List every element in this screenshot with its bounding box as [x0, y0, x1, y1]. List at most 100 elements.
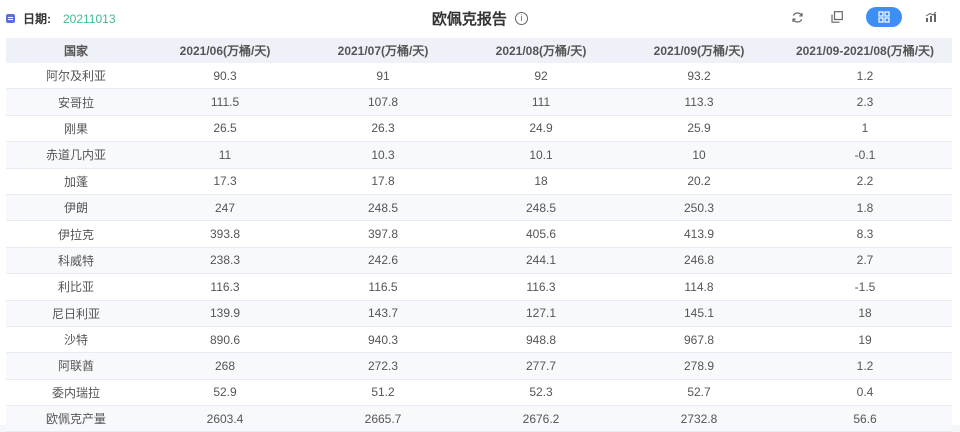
table-row: 伊朗 247 248.5 248.5 250.3 1.8 [6, 194, 952, 222]
country-cell: 刚果 [6, 115, 146, 143]
country-cell: 欧佩克产量 [6, 405, 146, 432]
calendar-icon [6, 14, 15, 23]
column-header[interactable]: 2021/09(万桶/天) [620, 38, 778, 63]
value-cell: 1 [778, 115, 952, 143]
value-cell: 90.3 [146, 63, 304, 90]
value-cell: 25.9 [620, 115, 778, 143]
country-cell: 委内瑞拉 [6, 379, 146, 407]
grid-view-button[interactable] [866, 7, 902, 27]
value-cell: 393.8 [146, 220, 304, 248]
country-cell: 利比亚 [6, 273, 146, 301]
value-cell: 272.3 [304, 352, 462, 380]
column-header[interactable]: 国家 [6, 38, 146, 63]
value-cell: 116.3 [146, 273, 304, 301]
copy-icon [831, 11, 843, 23]
table-row: 利比亚 116.3 116.5 116.3 114.8 -1.5 [6, 273, 952, 301]
country-cell: 安哥拉 [6, 88, 146, 116]
value-cell: 51.2 [304, 379, 462, 407]
value-cell: 52.3 [462, 379, 620, 407]
table-row: 科威特 238.3 242.6 244.1 246.8 2.7 [6, 247, 952, 275]
value-cell: 116.3 [462, 273, 620, 301]
value-cell: 246.8 [620, 247, 778, 275]
value-cell: 1.8 [778, 194, 952, 222]
table-row: 阿联酋 268 272.3 277.7 278.9 1.2 [6, 352, 952, 380]
value-cell: 116.5 [304, 273, 462, 301]
chart-view-button[interactable] [920, 7, 942, 27]
value-cell: 244.1 [462, 247, 620, 275]
grid-view-icon [878, 11, 890, 23]
value-cell: 10.3 [304, 141, 462, 169]
table-row: 阿尔及利亚 90.3 91 92 93.2 1.2 [6, 63, 952, 90]
value-cell: 8.3 [778, 220, 952, 248]
value-cell: 0.4 [778, 379, 952, 407]
value-cell: 52.9 [146, 379, 304, 407]
table-row: 安哥拉 111.5 107.8 111 113.3 2.3 [6, 88, 952, 116]
value-cell: 111.5 [146, 88, 304, 116]
value-cell: 247 [146, 194, 304, 222]
value-cell: 248.5 [304, 194, 462, 222]
date-value[interactable]: 20211013 [63, 11, 116, 26]
value-cell: 145.1 [620, 300, 778, 327]
value-cell: 17.8 [304, 168, 462, 195]
value-cell: 107.8 [304, 88, 462, 116]
value-cell: 139.9 [146, 300, 304, 327]
table-row: 委内瑞拉 52.9 51.2 52.3 52.7 0.4 [6, 379, 952, 407]
country-cell: 尼日利亚 [6, 300, 146, 327]
copy-button[interactable] [826, 7, 848, 27]
value-cell: 18 [462, 168, 620, 195]
value-cell: 238.3 [146, 247, 304, 275]
table-row: 赤道几内亚 11 10.3 10.1 10 -0.1 [6, 141, 952, 169]
value-cell: 52.7 [620, 379, 778, 407]
column-header[interactable]: 2021/08(万桶/天) [462, 38, 620, 63]
value-cell: 405.6 [462, 220, 620, 248]
report-table-container: 国家 2021/06(万桶/天) 2021/07(万桶/天) 2021/08(万桶/天… [6, 38, 952, 432]
country-cell: 阿尔及利亚 [6, 63, 146, 90]
value-cell: 91 [304, 63, 462, 90]
value-cell: 278.9 [620, 352, 778, 380]
column-header[interactable]: 2021/06(万桶/天) [146, 38, 304, 63]
table-row: 加蓬 17.3 17.8 18 20.2 2.2 [6, 168, 952, 195]
value-cell: 127.1 [462, 300, 620, 327]
value-cell: 11 [146, 141, 304, 169]
table-row: 沙特 890.6 940.3 948.8 967.8 19 [6, 326, 952, 354]
value-cell: 890.6 [146, 326, 304, 354]
value-cell: 1.2 [778, 352, 952, 380]
page-title: 欧佩克报告 [431, 11, 507, 28]
value-cell: 2676.2 [462, 405, 620, 432]
country-cell: 伊朗 [6, 194, 146, 222]
table-row: 伊拉克 393.8 397.8 405.6 413.9 8.3 [6, 220, 952, 248]
value-cell: 56.6 [778, 405, 952, 432]
value-cell: 26.3 [304, 115, 462, 143]
value-cell: 20.2 [620, 168, 778, 195]
table-row: 刚果 26.5 26.3 24.9 25.9 1 [6, 115, 952, 143]
value-cell: 2603.4 [146, 405, 304, 432]
value-cell: 26.5 [146, 115, 304, 143]
country-cell: 伊拉克 [6, 220, 146, 248]
value-cell: 242.6 [304, 247, 462, 275]
table-row: 欧佩克产量 2603.4 2665.7 2676.2 2732.8 56.6 [6, 405, 952, 432]
value-cell: 2.7 [778, 247, 952, 275]
value-cell: 967.8 [620, 326, 778, 354]
value-cell: -1.5 [778, 273, 952, 301]
column-header[interactable]: 2021/09-2021/08(万桶/天) [778, 38, 952, 63]
value-cell: 250.3 [620, 194, 778, 222]
report-header: 日期: 20211013 欧佩克报告 i [0, 0, 960, 36]
country-cell: 赤道几内亚 [6, 141, 146, 169]
info-icon[interactable]: i [515, 12, 529, 25]
date-section: 日期: 20211013 [6, 10, 116, 27]
table-header-row: 国家 2021/06(万桶/天) 2021/07(万桶/天) 2021/08(万桶/天… [6, 38, 952, 63]
value-cell: 113.3 [620, 88, 778, 116]
value-cell: 18 [778, 300, 952, 327]
value-cell: -0.1 [778, 141, 952, 169]
value-cell: 940.3 [304, 326, 462, 354]
country-cell: 科威特 [6, 247, 146, 275]
value-cell: 2732.8 [620, 405, 778, 432]
country-cell: 加蓬 [6, 168, 146, 195]
chart-view-icon [925, 11, 937, 22]
value-cell: 413.9 [620, 220, 778, 248]
value-cell: 2665.7 [304, 405, 462, 432]
page-title-wrap: 欧佩克报告 i [0, 8, 960, 29]
refresh-button[interactable] [786, 7, 808, 27]
value-cell: 24.9 [462, 115, 620, 143]
column-header[interactable]: 2021/07(万桶/天) [304, 38, 462, 63]
